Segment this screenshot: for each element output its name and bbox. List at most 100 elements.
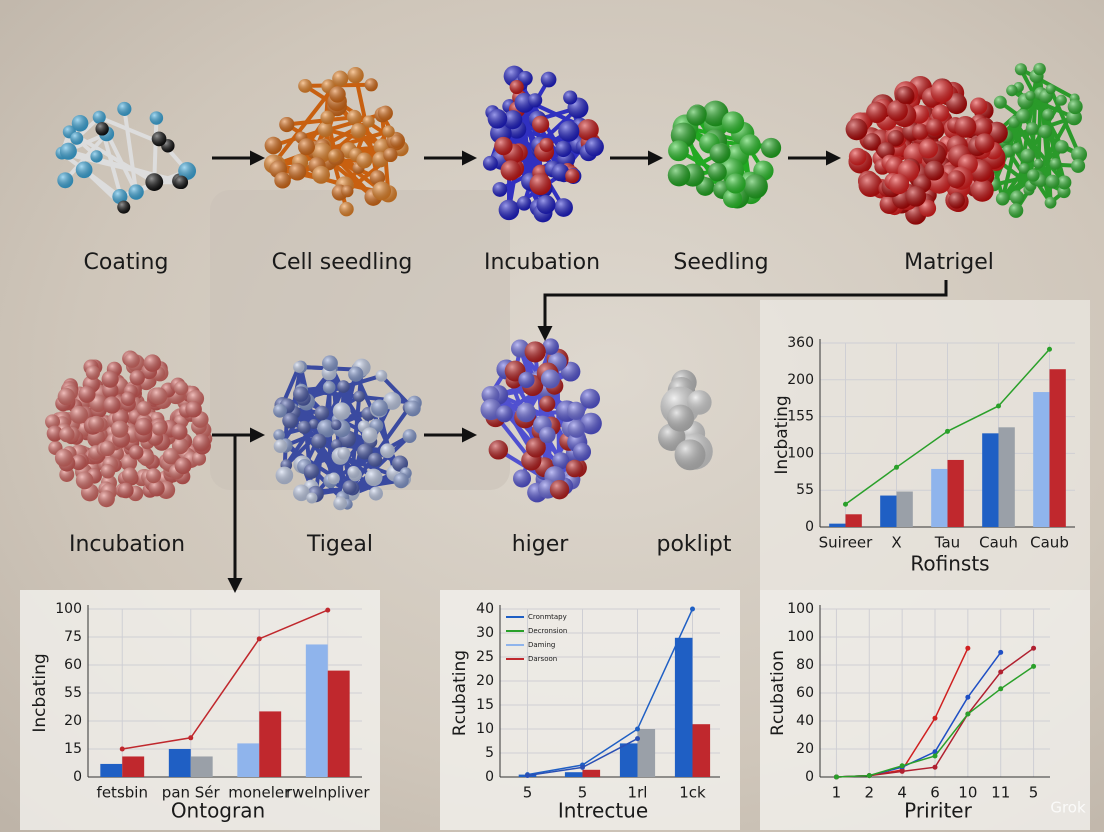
legend-label: Darsoon	[528, 655, 557, 663]
atom-shade	[970, 97, 988, 115]
bar	[845, 514, 862, 527]
atom-shade	[275, 466, 294, 485]
atom-shade	[297, 138, 315, 156]
watermark: Grok	[1050, 799, 1086, 817]
atom-shade	[192, 433, 211, 452]
atom-shade	[1025, 90, 1036, 101]
atom-shade	[667, 163, 691, 187]
bond	[152, 117, 159, 183]
point	[932, 715, 938, 721]
legend-label: Decronsion	[528, 627, 567, 635]
x-tick-label: Suireer	[819, 534, 873, 552]
atom-shade	[930, 80, 954, 103]
atom-shade	[273, 429, 285, 441]
atom-shade	[1010, 190, 1025, 205]
atom-shade	[845, 118, 868, 141]
atom-shade	[555, 140, 572, 158]
bar	[327, 670, 350, 777]
atom-shade	[1033, 158, 1044, 169]
atom-shade	[350, 123, 366, 139]
bond	[67, 149, 182, 185]
x-tick-label: 2	[865, 784, 875, 802]
atom-shade	[151, 131, 167, 147]
y-tick-label: 0	[73, 769, 82, 785]
point	[635, 726, 640, 732]
atom-shade	[687, 390, 712, 415]
y-axis-label: Rcubating	[450, 650, 470, 736]
atom-shade	[383, 147, 398, 163]
atom-shade	[317, 121, 333, 138]
atom-shade	[1027, 169, 1040, 182]
atom-shade	[174, 381, 189, 396]
step-label: Seedling	[673, 250, 768, 275]
atom-shade	[45, 414, 61, 430]
bar	[880, 495, 897, 527]
atom-shade	[1033, 62, 1046, 76]
atom-shade	[995, 192, 1010, 206]
point	[998, 686, 1004, 692]
point	[894, 464, 899, 470]
atom-shade	[551, 163, 570, 182]
step-label: Cell seedling	[272, 250, 413, 275]
atom-shade	[948, 192, 965, 209]
x-tick-label: 11	[991, 784, 1010, 802]
atom-shade	[293, 484, 310, 502]
y-tick-label: 15	[476, 697, 494, 713]
step-label: Incubation	[484, 250, 600, 275]
atom-shade	[1015, 108, 1031, 124]
atom-shade	[558, 120, 580, 142]
atom-shade	[482, 155, 498, 171]
atom-shade	[377, 105, 393, 121]
atom-shade	[858, 173, 883, 198]
atom-shade	[103, 396, 121, 414]
atom-shade	[120, 391, 136, 406]
y-tick-label: 100	[787, 445, 814, 461]
atom-shade	[524, 341, 546, 363]
y-axis-label: Incbating	[30, 653, 50, 732]
x-tick-label: 1ck	[679, 784, 706, 802]
y-tick-label: 60	[796, 685, 814, 701]
atom-shade	[565, 168, 580, 184]
atom-shade	[117, 101, 132, 116]
atom-shade	[380, 443, 395, 459]
y-tick-label: 40	[476, 601, 494, 617]
atom-shade	[57, 172, 74, 189]
atom-shade	[128, 184, 144, 200]
atom-shade	[329, 86, 346, 103]
line	[122, 609, 329, 750]
atom-shade	[945, 93, 968, 115]
atom-shade	[542, 338, 559, 355]
atom-shade	[509, 79, 524, 95]
atom-shade	[536, 195, 556, 214]
atom-shade	[668, 140, 689, 162]
atom-shade	[99, 440, 116, 457]
bar	[637, 729, 656, 777]
atom-shade	[337, 380, 350, 393]
atom-shade	[580, 388, 601, 409]
y-tick-label: 100	[55, 601, 82, 617]
atom-shade	[368, 486, 383, 501]
y-tick-label: 10	[476, 721, 494, 737]
atom-shade	[364, 78, 378, 92]
bar	[947, 459, 964, 527]
point	[996, 403, 1001, 409]
atom-shade	[498, 199, 520, 221]
step-label: Tigeal	[306, 532, 373, 557]
atom-shade	[866, 101, 888, 123]
atom-shade	[178, 162, 197, 180]
atom-shade	[721, 111, 745, 134]
atom-shade	[88, 415, 105, 432]
point	[843, 501, 848, 507]
legend-label: Cronmtapy	[528, 613, 567, 621]
y-tick-label: 360	[787, 335, 814, 351]
point	[998, 649, 1004, 655]
atom-shade	[1008, 203, 1024, 218]
atom-shade	[383, 392, 402, 410]
atom-shade	[525, 437, 546, 458]
atom-shade	[393, 472, 409, 489]
x-tick-label: Caub	[1030, 534, 1069, 552]
point	[690, 606, 695, 612]
atom-shade	[330, 419, 342, 431]
x-tick-label: moneler	[228, 784, 291, 802]
bar	[168, 749, 191, 777]
